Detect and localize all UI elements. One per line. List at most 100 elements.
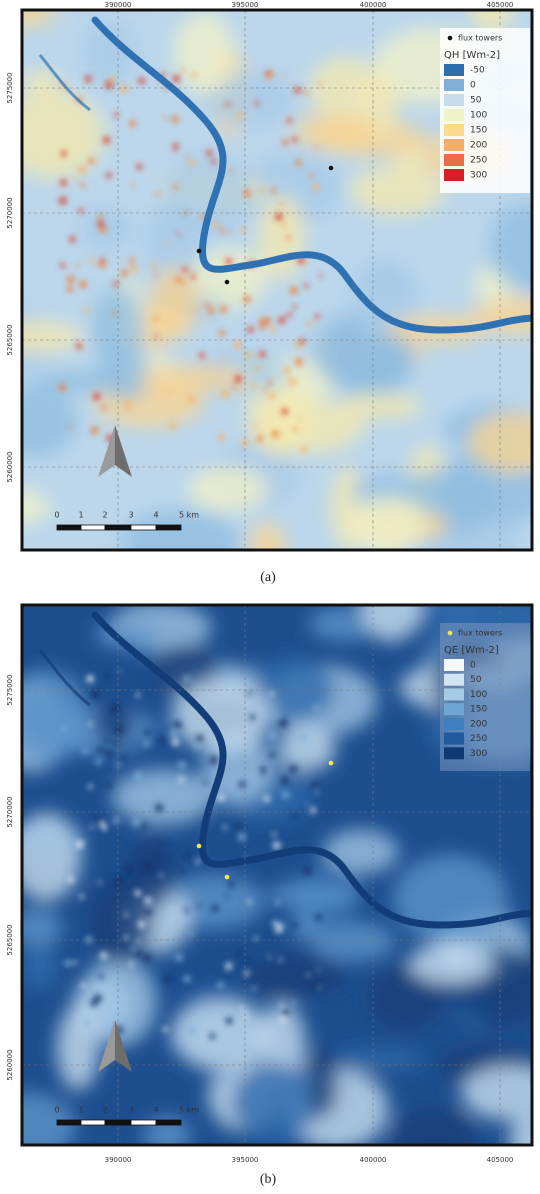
speckle xyxy=(229,169,233,173)
speckle xyxy=(255,365,261,371)
speckle xyxy=(172,739,180,747)
speckle xyxy=(106,783,112,789)
y-coordinate-label: 5270000 xyxy=(6,796,14,827)
speckle xyxy=(314,314,319,319)
speckle xyxy=(292,305,297,310)
legend-swatch xyxy=(444,169,464,181)
speckle xyxy=(267,383,270,386)
speckle xyxy=(271,430,279,438)
scale-bar-segment xyxy=(81,1120,105,1125)
speckle xyxy=(225,102,230,107)
speckle xyxy=(182,281,186,285)
speckle xyxy=(204,304,207,307)
speckle xyxy=(209,756,218,765)
texture-blob xyxy=(338,393,422,420)
speckle xyxy=(281,408,288,415)
speckle xyxy=(98,881,101,884)
speckle xyxy=(206,150,213,157)
legend-label: 300 xyxy=(470,171,487,181)
speckle xyxy=(68,426,72,430)
speckle xyxy=(211,159,216,164)
speckle xyxy=(254,936,258,940)
speckle xyxy=(291,1001,296,1006)
scale-bar-segment xyxy=(81,525,105,530)
speckle xyxy=(185,155,188,158)
speckle xyxy=(163,1027,168,1032)
speckle xyxy=(286,117,292,123)
speckle xyxy=(58,196,67,205)
speckle xyxy=(75,840,84,849)
speckle xyxy=(284,367,291,374)
speckle xyxy=(218,433,226,441)
speckle xyxy=(225,258,232,265)
flux-tower xyxy=(197,844,202,849)
legend-swatch xyxy=(444,124,464,136)
speckle xyxy=(125,918,129,922)
speckle xyxy=(319,82,323,86)
speckle xyxy=(134,772,142,780)
legend-label: 0 xyxy=(470,81,476,91)
speckle xyxy=(279,202,283,206)
speckle xyxy=(73,961,77,965)
speckle xyxy=(145,909,152,916)
speckle xyxy=(218,794,225,801)
figure: 3900003950004000004050005275000527000052… xyxy=(0,0,540,1194)
speckle xyxy=(60,263,66,269)
speckle xyxy=(243,189,251,197)
legend-label: 100 xyxy=(470,111,487,121)
speckle xyxy=(218,329,225,336)
speckle xyxy=(312,183,319,190)
speckle xyxy=(236,951,242,957)
legend-swatch xyxy=(444,733,464,745)
speckle xyxy=(281,222,286,227)
speckle xyxy=(319,274,323,278)
speckle xyxy=(242,439,250,447)
x-coordinate-label: 400000 xyxy=(360,1,387,9)
speckle xyxy=(124,935,129,940)
x-coordinate-label: 405000 xyxy=(487,1,514,9)
speckle xyxy=(228,231,231,234)
legend-swatch xyxy=(444,154,464,166)
speckle xyxy=(268,392,275,399)
speckle xyxy=(270,691,274,695)
speckle xyxy=(186,853,192,859)
speckle xyxy=(97,746,104,753)
texture-blob xyxy=(188,467,268,512)
legend-label: 300 xyxy=(470,749,487,759)
scale-bar-label: 0 xyxy=(54,511,59,520)
legend-title: QE [Wm-2] xyxy=(444,645,499,656)
speckle xyxy=(90,999,98,1007)
map-panel: 3900003950004000004050005275000527000052… xyxy=(0,569,540,1187)
speckle xyxy=(131,183,135,187)
texture-blob xyxy=(311,921,394,962)
speckle xyxy=(155,334,159,338)
scale-bar-label: 3 xyxy=(128,1106,133,1115)
speckle xyxy=(270,326,276,332)
speckle xyxy=(84,75,92,83)
legend-swatch xyxy=(444,79,464,91)
speckle xyxy=(84,1019,91,1026)
speckle xyxy=(225,894,228,897)
texture-blob xyxy=(277,726,336,772)
speckle xyxy=(266,72,270,76)
speckle xyxy=(223,825,227,829)
x-coordinate-label: 390000 xyxy=(105,1156,132,1164)
scale-bar-label: 1 xyxy=(78,1106,83,1115)
speckle xyxy=(102,136,110,144)
legend-label: 0 xyxy=(470,661,476,671)
speckle xyxy=(105,674,110,679)
speckle xyxy=(175,276,182,283)
speckle xyxy=(166,839,169,842)
speckle xyxy=(129,962,134,967)
speckle xyxy=(60,150,67,157)
speckle xyxy=(283,74,286,77)
speckle xyxy=(78,165,87,174)
speckle xyxy=(82,748,89,755)
speckle xyxy=(259,317,268,326)
speckle xyxy=(268,956,271,959)
speckle xyxy=(144,740,151,747)
scale-bar-label: 2 xyxy=(102,511,107,520)
speckle xyxy=(159,872,164,877)
scale-bar-segment xyxy=(105,1120,131,1125)
flux-tower xyxy=(225,875,230,880)
